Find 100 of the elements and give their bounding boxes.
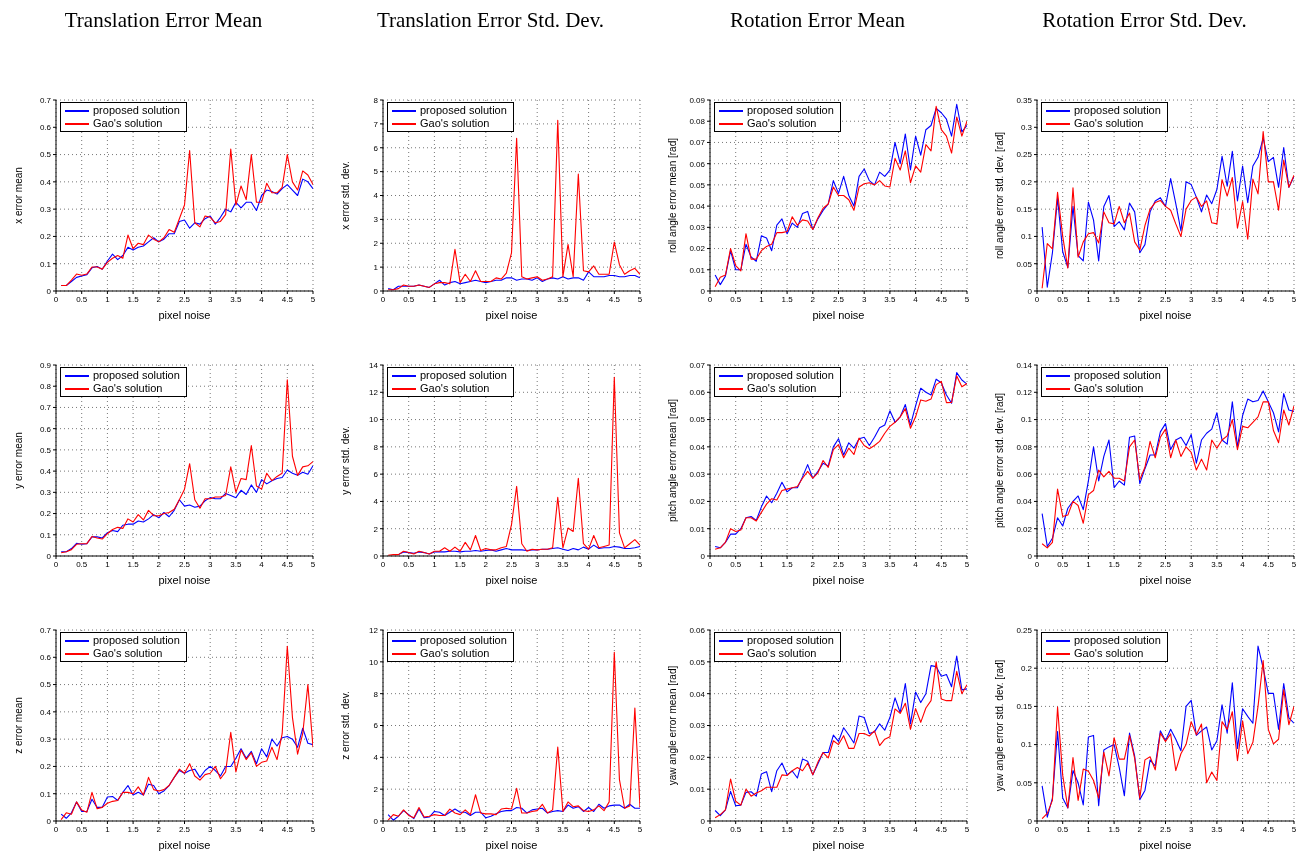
x-axis-title: pixel noise (158, 574, 211, 586)
y-tick-label: 0.02 (689, 497, 706, 507)
line-series (60, 379, 313, 554)
legend-label: Gao's solution (1074, 647, 1144, 660)
x-tick-label: 3.5 (884, 294, 897, 304)
x-tick-label: 3 (207, 824, 213, 834)
x-tick-label: 4 (259, 824, 265, 834)
x-tick-label: 2.5 (832, 824, 845, 834)
y-tick-label: 0.1 (1020, 740, 1033, 750)
x-axis-title: pixel noise (812, 309, 865, 321)
x-tick-label: 3.5 (1211, 559, 1224, 569)
x-tick-label: 3.5 (230, 294, 243, 304)
y-tick-label: 0.01 (689, 524, 706, 534)
x-tick-label: 5 (1291, 824, 1297, 834)
y-tick-label: 0.1 (39, 259, 52, 269)
x-tick-label: 2 (1137, 294, 1143, 304)
y-tick-label: 0 (1027, 286, 1033, 296)
y-tick-label: 0.07 (689, 138, 706, 148)
y-tick-label: 0.8 (39, 382, 52, 392)
y-tick-label: 4 (373, 191, 379, 201)
y-tick-label: 0.05 (1016, 259, 1033, 269)
x-tick-label: 1.5 (781, 824, 794, 834)
x-tick-label: 1 (759, 824, 765, 834)
y-tick-label: 0.6 (39, 123, 52, 133)
y-tick-label: 0 (700, 551, 706, 561)
x-tick-label: 4.5 (608, 294, 621, 304)
y-tick-label: 12 (369, 625, 379, 635)
x-tick-label: 2.5 (1159, 559, 1172, 569)
x-tick-label: 4 (586, 824, 592, 834)
x-tick-label: 3.5 (1211, 294, 1224, 304)
x-tick-label: 5 (637, 294, 643, 304)
y-tick-label: 2 (373, 239, 379, 249)
x-tick-label: 2 (483, 824, 489, 834)
y-axis-title: pitch angle error std. dev. [rad] (993, 392, 1005, 528)
legend-label: Gao's solution (420, 117, 490, 130)
x-tick-label: 0 (707, 824, 713, 834)
y-tick-label: 0.05 (689, 180, 706, 190)
line-series (387, 651, 640, 821)
x-tick-label: 3.5 (230, 559, 243, 569)
x-tick-label: 2.5 (505, 294, 518, 304)
x-tick-label: 0.5 (403, 294, 415, 304)
x-tick-label: 3 (207, 559, 213, 569)
y-tick-label: 0.9 (39, 360, 52, 370)
y-tick-label: 0.03 (689, 469, 706, 479)
legend-label: proposed solution (1074, 104, 1161, 117)
x-tick-label: 3.5 (557, 824, 570, 834)
y-axis-title: z error mean (12, 697, 24, 754)
y-tick-label: 0.05 (689, 415, 706, 425)
legend-label: proposed solution (420, 104, 507, 117)
x-tick-label: 0 (1034, 824, 1040, 834)
x-tick-label: 0.5 (1057, 294, 1069, 304)
x-tick-label: 3 (861, 559, 867, 569)
y-tick-label: 0.5 (39, 680, 52, 690)
y-tick-label: 0.08 (689, 117, 706, 127)
x-tick-label: 0.5 (76, 559, 88, 569)
x-tick-label: 2.5 (178, 294, 191, 304)
x-tick-label: 0 (53, 294, 59, 304)
y-tick-label: 0.15 (1016, 702, 1033, 712)
y-tick-label: 7 (373, 119, 379, 129)
x-axis-title: pixel noise (812, 839, 865, 851)
x-tick-label: 1 (432, 559, 438, 569)
x-tick-label: 0 (707, 294, 713, 304)
x-tick-label: 4.5 (281, 559, 294, 569)
x-tick-label: 2 (483, 294, 489, 304)
y-tick-label: 6 (373, 143, 379, 153)
x-tick-label: 0 (380, 294, 386, 304)
legend-label: proposed solution (747, 104, 834, 117)
y-tick-label: 0 (700, 816, 706, 826)
x-tick-label: 3.5 (557, 559, 570, 569)
x-tick-label: 4.5 (1262, 824, 1275, 834)
y-tick-label: 0.07 (689, 360, 706, 370)
x-tick-label: 5 (637, 559, 643, 569)
y-axis-title: x error std. dev. (339, 161, 351, 230)
x-tick-label: 4.5 (608, 559, 621, 569)
y-tick-label: 0.05 (1016, 778, 1033, 788)
legend-label: proposed solution (1074, 634, 1161, 647)
legend-label: Gao's solution (420, 647, 490, 660)
y-tick-label: 0.5 (39, 150, 52, 160)
y-tick-label: 0.35 (1016, 95, 1033, 105)
x-tick-label: 2 (156, 824, 162, 834)
x-tick-label: 2.5 (1159, 824, 1172, 834)
y-tick-label: 0 (373, 286, 379, 296)
y-tick-label: 5 (373, 167, 379, 177)
x-tick-label: 3 (1188, 294, 1194, 304)
y-tick-label: 0.4 (39, 707, 52, 717)
y-tick-label: 0.06 (689, 625, 706, 635)
x-tick-label: 3.5 (1211, 824, 1224, 834)
y-tick-label: 0 (46, 286, 52, 296)
x-tick-label: 0.5 (76, 824, 88, 834)
x-tick-label: 3 (861, 824, 867, 834)
y-tick-label: 0.04 (689, 689, 706, 699)
y-tick-label: 0.25 (1016, 625, 1033, 635)
y-tick-label: 3 (373, 215, 379, 225)
y-tick-label: 0.7 (39, 403, 52, 413)
x-tick-label: 3 (534, 559, 540, 569)
x-tick-label: 0 (53, 824, 59, 834)
x-tick-label: 0.5 (730, 559, 742, 569)
y-tick-label: 2 (373, 785, 379, 795)
x-tick-label: 3.5 (884, 824, 897, 834)
y-tick-label: 2 (373, 524, 379, 534)
